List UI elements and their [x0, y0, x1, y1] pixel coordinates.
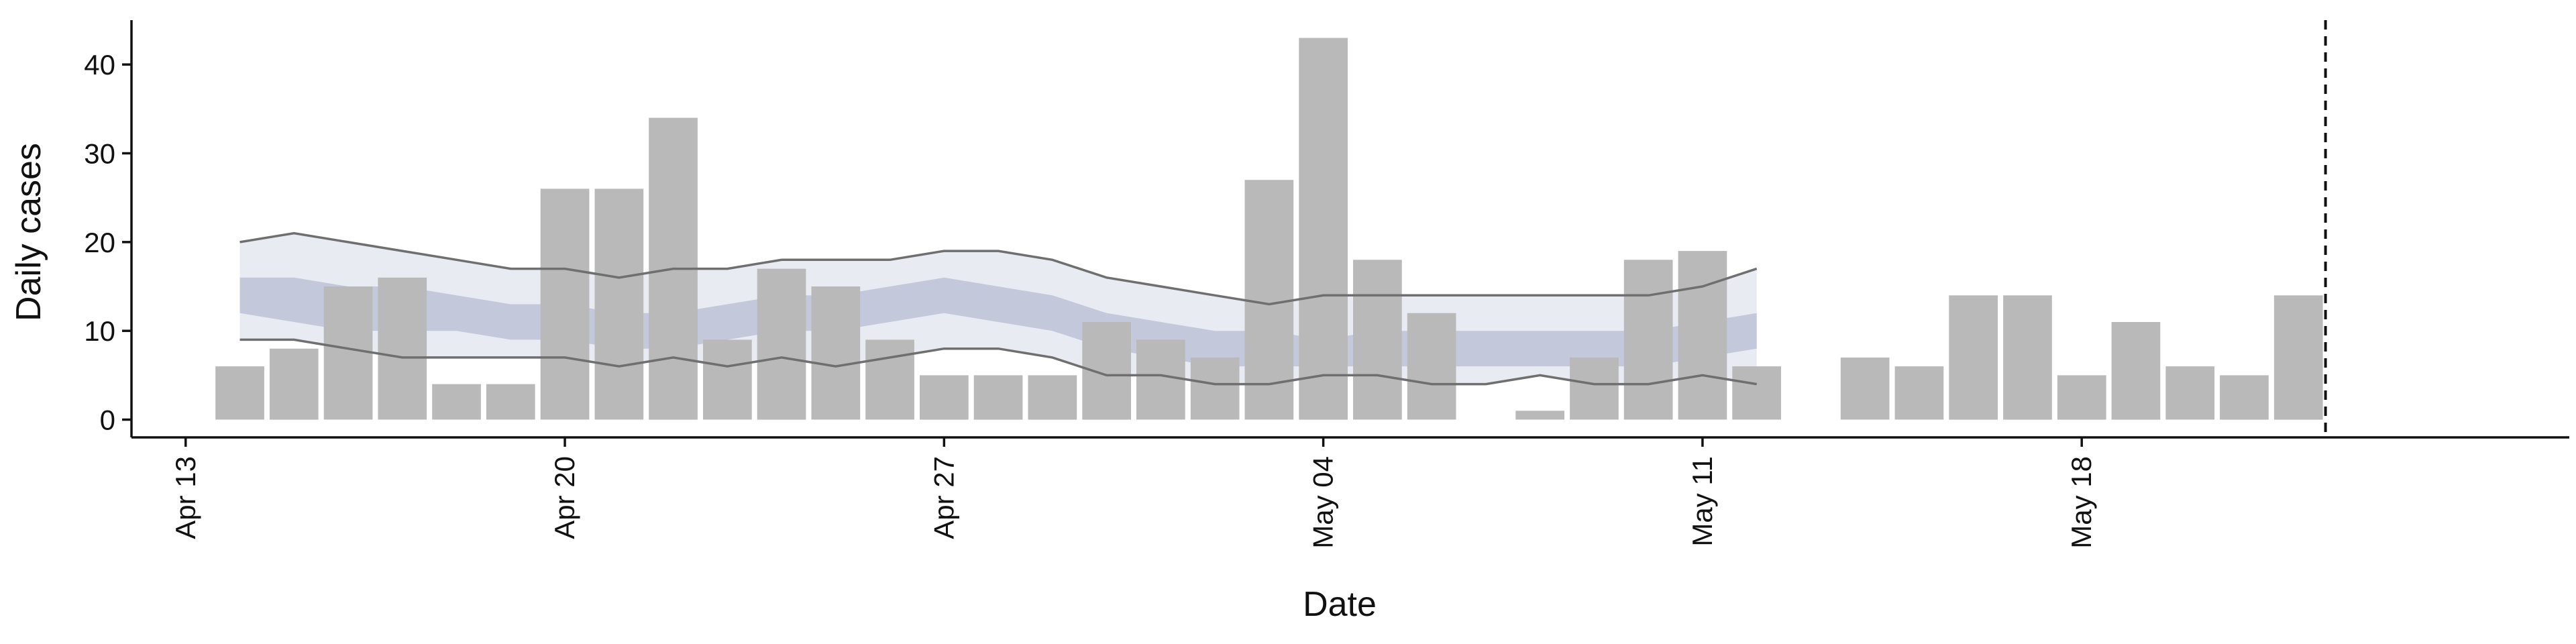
bar — [1840, 357, 1890, 420]
x-tick-label: Apr 20 — [549, 456, 580, 539]
y-tick-label: 0 — [100, 405, 115, 436]
x-tick-label: May 04 — [1307, 456, 1339, 549]
bar — [378, 277, 427, 420]
bar — [1028, 375, 1077, 420]
bar — [1570, 357, 1619, 420]
lower-bound-line — [239, 338, 1757, 386]
y-tick-label: 40 — [84, 49, 115, 80]
x-ticks: Apr 13 Apr 20 Apr 27 May 04 May 11 May 18 — [170, 437, 2097, 549]
bar — [1732, 366, 1781, 420]
bar — [432, 384, 481, 420]
bar — [1949, 295, 1998, 420]
y-tick-label: 10 — [84, 315, 115, 347]
bar — [1299, 38, 1348, 420]
bar — [269, 348, 319, 420]
bounds-layer — [239, 231, 1758, 386]
ribbon-layer — [239, 233, 1757, 384]
bar — [486, 384, 535, 420]
bar — [1894, 366, 1944, 420]
axes-layer — [130, 20, 2569, 439]
bar — [540, 189, 590, 420]
bar — [1515, 411, 1564, 420]
y-tick-label: 20 — [84, 227, 115, 258]
bar — [865, 339, 914, 420]
bar — [215, 366, 264, 420]
bar — [920, 375, 969, 420]
bar — [1623, 260, 1673, 420]
bar — [2057, 375, 2106, 420]
x-tick-label: May 18 — [2065, 456, 2097, 549]
bar — [2111, 322, 2161, 420]
bar — [323, 286, 373, 420]
x-tick-label: Apr 13 — [170, 456, 201, 539]
bar — [757, 268, 806, 420]
bar — [1407, 313, 1456, 420]
bar — [2220, 375, 2269, 420]
x-tick-label: May 11 — [1686, 456, 1718, 547]
bar — [973, 375, 1023, 420]
y-tick-label: 30 — [84, 138, 115, 170]
bar — [2003, 295, 2052, 420]
bar — [1353, 260, 1402, 420]
x-tick-label: Apr 27 — [928, 456, 959, 539]
bar — [2273, 295, 2323, 420]
bar — [1136, 339, 1185, 420]
bars-layer — [215, 38, 2323, 420]
x-axis-title: Date — [1303, 585, 1377, 624]
bar — [1678, 251, 1727, 420]
y-axis-title: Daily cases — [9, 143, 48, 321]
bar — [2165, 366, 2215, 420]
bar — [1244, 180, 1294, 420]
bar — [1190, 357, 1240, 420]
bar — [811, 286, 861, 420]
y-ticks: 0 10 20 30 40 — [84, 49, 131, 436]
upper-bound-line — [239, 231, 1758, 306]
bar — [703, 339, 752, 420]
bar — [594, 189, 644, 420]
